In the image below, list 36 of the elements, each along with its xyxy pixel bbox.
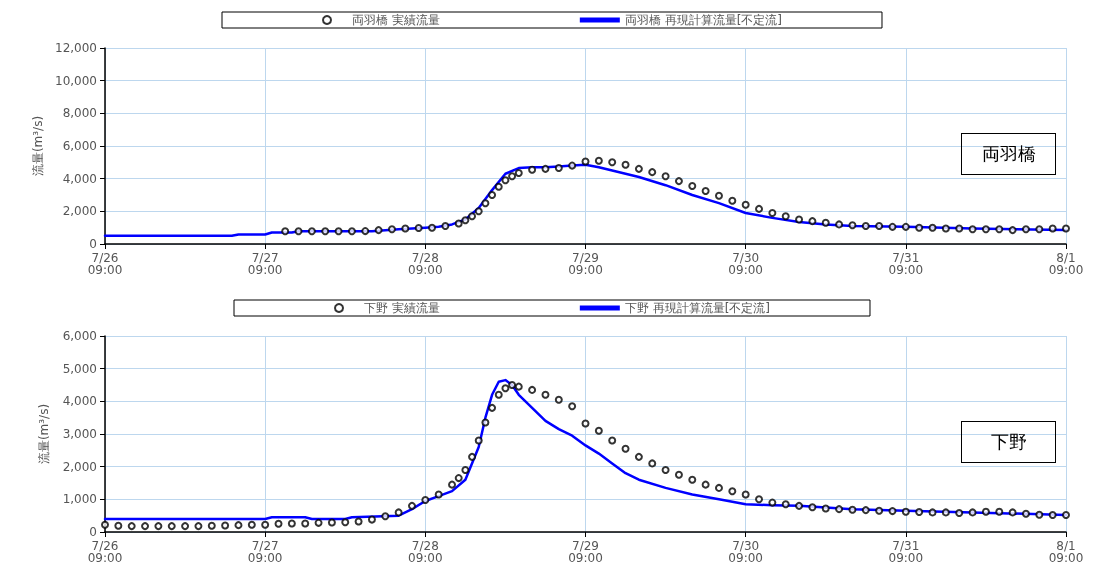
x-tick-label: 7/26 09:00 — [87, 539, 123, 565]
y-tick-label: 6,000 — [62, 139, 97, 153]
y-axis-title: 流量(m³/s) — [31, 115, 46, 177]
y-tick-label: 12,000 — [55, 41, 97, 55]
y-tick-label: 2,000 — [62, 459, 97, 474]
legend-label: 両羽橋 実績流量 — [352, 13, 440, 27]
y-tick-label: 6,000 — [62, 329, 97, 343]
annotation: 両羽橋 — [961, 133, 1056, 175]
y-tick-label: 4,000 — [62, 394, 97, 409]
x-tick-label: 8/1 09:00 — [1048, 539, 1084, 565]
x-tick-label: 8/1 09:00 — [1048, 251, 1084, 277]
x-tick-label: 7/27 09:00 — [247, 539, 283, 565]
y-tick-label: 1,000 — [62, 492, 97, 507]
x-tick-label: 7/30 09:00 — [728, 251, 763, 277]
y-tick-label: 5,000 — [62, 361, 97, 376]
x-tick-label: 7/26 09:00 — [87, 251, 123, 277]
x-tick-label: 7/28 09:00 — [408, 251, 443, 277]
x-tick-label: 7/31 09:00 — [888, 251, 924, 277]
y-tick-label: 0 — [89, 525, 97, 539]
x-tick-label: 7/29 09:00 — [568, 539, 603, 565]
y-tick-label: 0 — [89, 237, 97, 251]
x-tick-label: 7/30 09:00 — [728, 539, 763, 565]
legend-label: 両羽橋 再現計算流量[不定流] — [624, 13, 783, 27]
x-tick-label: 7/28 09:00 — [408, 539, 443, 565]
y-tick-label: 2,000 — [62, 204, 97, 219]
legend-label: 下野 再現計算流量[不定流] — [624, 301, 771, 315]
x-tick-label: 7/27 09:00 — [247, 251, 283, 277]
x-tick-label: 7/29 09:00 — [568, 251, 603, 277]
legend-label: 下野 実績流量 — [364, 301, 440, 315]
x-tick-label: 7/31 09:00 — [888, 539, 924, 565]
y-tick-label: 3,000 — [62, 427, 97, 441]
y-tick-label: 8,000 — [62, 106, 97, 121]
y-tick-label: 4,000 — [62, 171, 97, 186]
annotation: 下野 — [961, 421, 1056, 463]
y-tick-label: 10,000 — [55, 73, 97, 88]
y-axis-title: 流量(m³/s) — [37, 403, 51, 465]
